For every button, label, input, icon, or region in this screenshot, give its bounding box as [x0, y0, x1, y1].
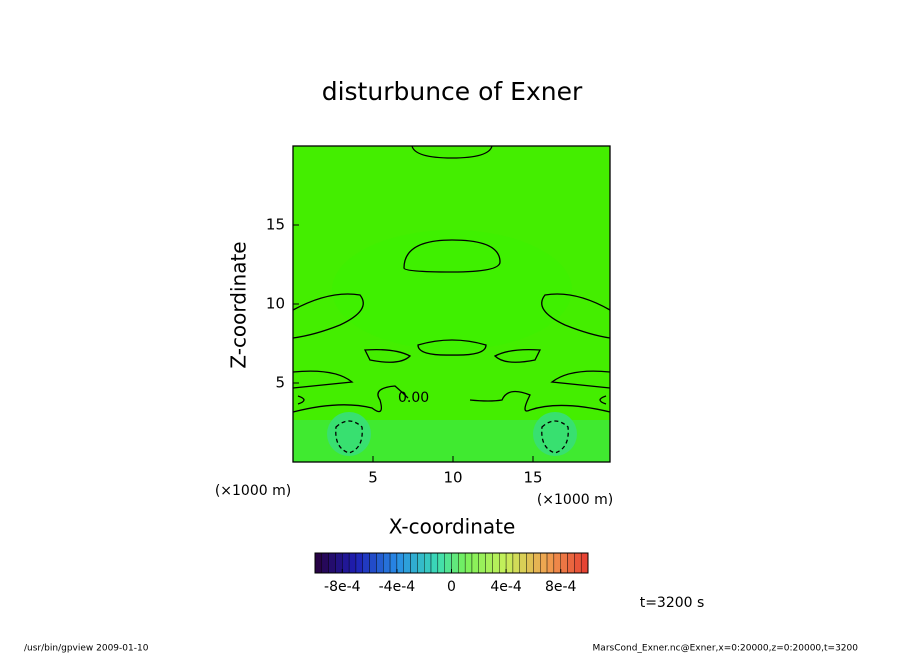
field-patch [327, 412, 371, 456]
colorbar-stripe [335, 552, 343, 574]
y-tick-label: 5 [275, 374, 285, 392]
contour-line [403, 239, 501, 273]
colorbar-stripe [560, 552, 568, 574]
colorbar-stripe [580, 552, 589, 574]
colorbar-stripe [553, 552, 561, 574]
colorbar-stripe [540, 552, 548, 574]
contour-label: 0.00 [398, 390, 429, 406]
colorbar-tick-label: 8e-4 [545, 579, 577, 595]
x-tick-label: 5 [368, 469, 378, 487]
colorbar-stripe [314, 552, 323, 574]
colorbar-stripe [403, 552, 411, 574]
y-tick-label: 15 [266, 216, 285, 234]
colorbar-stripe [328, 552, 336, 574]
colorbar-stripe [410, 552, 418, 574]
colorbar-stripe [526, 552, 534, 574]
x-axis-unit: (×1000 m) [537, 492, 613, 508]
colorbar-stripe [574, 552, 582, 574]
colorbar-stripe [396, 552, 404, 574]
footer-left: /usr/bin/gpview 2009-01-10 [24, 644, 149, 654]
contour-line [417, 339, 487, 356]
colorbar-stripe [458, 552, 466, 574]
contour-line [292, 293, 364, 339]
colorbar-stripe [464, 552, 473, 574]
field-patch [533, 412, 577, 456]
field [292, 145, 611, 462]
contour-line [541, 420, 569, 454]
colorbar-stripe [478, 552, 486, 574]
colorbar-stripe [437, 552, 445, 574]
contour-line [292, 370, 354, 389]
colorbar-stripe [451, 552, 459, 574]
colorbar-stripe [492, 552, 500, 574]
colorbar-stripe [444, 552, 452, 574]
colorbar-stripe [355, 552, 363, 574]
colorbar-stripe [546, 552, 555, 574]
y-axis-unit: (×1000 m) [215, 483, 291, 499]
field-patch [332, 230, 572, 350]
colorbar-tick-label: 0 [447, 579, 456, 595]
y-tick-label: 10 [266, 295, 285, 313]
colorbar-stripe [519, 552, 527, 574]
contour-line [550, 370, 611, 389]
colorbar-stripe [348, 552, 357, 574]
x-tick-label: 15 [523, 469, 542, 487]
contour-line [541, 293, 611, 339]
colorbar-stripe [376, 552, 384, 574]
colorbar-tick-label: -4e-4 [379, 579, 416, 595]
colorbar-stripe [485, 552, 493, 574]
x-axis-label: X-coordinate [389, 515, 516, 539]
colorbar-stripe [362, 552, 370, 574]
footer-right: MarsCond_Exner.nc@Exner,x=0:20000,z=0:20… [593, 644, 859, 654]
colorbar-tick-label: 4e-4 [490, 579, 522, 595]
contour-line [493, 348, 542, 363]
colorbar-stripe [533, 552, 541, 574]
colorbar-stripe [369, 552, 377, 574]
contour-line [411, 145, 493, 159]
colorbar-stripe [471, 552, 480, 574]
colorbar-stripe [424, 552, 432, 574]
time-label: t=3200 s [640, 595, 705, 611]
contour-line [292, 385, 611, 413]
y-axis-label: Z-coordinate [227, 241, 251, 368]
colorbar-stripe [567, 552, 575, 574]
x-tick-label: 10 [443, 469, 462, 487]
colorbar-stripe [430, 552, 439, 574]
colorbar-stripe [499, 552, 507, 574]
colorbar-stripe [417, 552, 425, 574]
contour-line [297, 395, 607, 405]
contour-line [335, 420, 363, 454]
chart-title: disturbunce of Exner [322, 77, 583, 106]
colorbar-stripe [383, 552, 391, 574]
colorbar-stripe [512, 552, 520, 574]
colorbar-stripe [342, 552, 350, 574]
colorbar-stripe [505, 552, 514, 574]
colorbar-stripe [389, 552, 398, 574]
colorbar-stripe [321, 552, 329, 574]
colorbar-tick-label: -8e-4 [324, 579, 361, 595]
contour-line [363, 348, 412, 363]
